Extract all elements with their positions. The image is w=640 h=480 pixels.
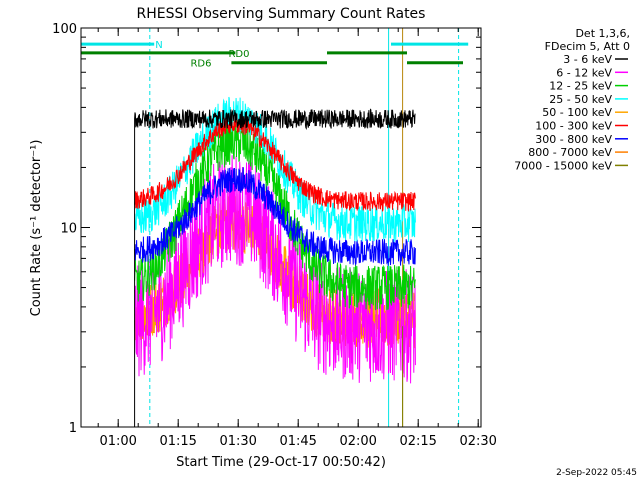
x-tick-label-4: 02:00 (339, 434, 376, 449)
footer-date: 2-Sep-2022 05:45 (556, 468, 637, 478)
legend-label-1: 6 - 12 keV (556, 66, 612, 79)
y-tick-label-2: 100 (52, 22, 77, 37)
legend-label-0: 3 - 6 keV (563, 53, 612, 66)
y-axis: 1 10 100 (52, 22, 481, 436)
legend-header-1: FDecim 5, Att 0 (545, 40, 630, 53)
y-tick-label-0: 1 (69, 421, 77, 436)
legend-label-7: 800 - 7000 keV (528, 146, 612, 159)
status-label-n: N (155, 40, 162, 51)
legend-label-4: 50 - 100 keV (542, 106, 612, 119)
x-axis-label: Start Time (29-Oct-17 00:50:42) (176, 455, 386, 470)
series-traces (134, 96, 416, 427)
y-axis-label: Count Rate (s⁻¹ detector⁻¹) (29, 140, 44, 317)
legend-label-8: 7000 - 15000 keV (514, 159, 612, 172)
x-tick-label-2: 01:30 (219, 434, 256, 449)
status-label-rd0: RD0 (228, 49, 249, 60)
chart-title: RHESSI Observing Summary Count Rates (137, 6, 426, 22)
x-tick-label-5: 02:15 (399, 434, 436, 449)
y-tick-label-1: 10 (60, 222, 77, 237)
legend-label-6: 300 - 800 keV (535, 133, 612, 146)
x-tick-label-3: 01:45 (279, 434, 316, 449)
x-tick-label-6: 02:30 (459, 434, 496, 449)
series-100to300kev (134, 115, 416, 213)
legend-label-3: 25 - 50 keV (549, 93, 612, 106)
x-axis: 01:00 01:15 01:30 01:45 02:00 02:15 02:30 (97, 28, 497, 449)
x-tick-label-1: 01:15 (159, 434, 196, 449)
series-300to800kev (134, 167, 416, 267)
legend-label-5: 100 - 300 keV (535, 120, 612, 133)
status-label-rd6: RD6 (190, 59, 211, 70)
legend-header-0: Det 1,3,6, (575, 27, 630, 40)
x-tick-label-0: 01:00 (99, 434, 136, 449)
series-3to6kev (134, 108, 416, 427)
legend-label-2: 12 - 25 keV (549, 80, 612, 93)
status-bars: N RD0 RD6 (81, 40, 469, 70)
series-6to12kev (134, 155, 416, 384)
